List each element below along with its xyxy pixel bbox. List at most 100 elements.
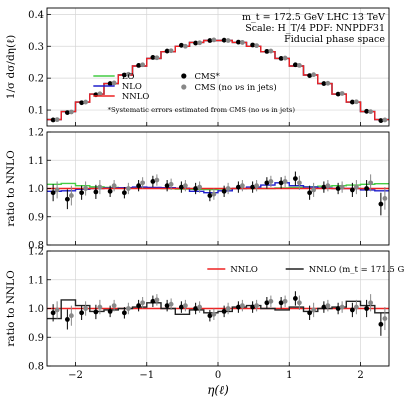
- data-point: [278, 180, 284, 186]
- data-point: [282, 298, 288, 304]
- data-point: [93, 309, 99, 315]
- data-point: [197, 304, 203, 310]
- data-point: [364, 186, 370, 191]
- data-point: [239, 183, 245, 189]
- data-point: [254, 183, 260, 189]
- y-tick-label: 1.0: [28, 184, 44, 195]
- data-point: [264, 300, 270, 306]
- data-point: [239, 303, 245, 309]
- data-point: [282, 55, 288, 61]
- data-point: [235, 304, 241, 310]
- data-point: [68, 109, 74, 115]
- data-point: [136, 63, 142, 68]
- series-top-4: [54, 37, 388, 123]
- data-point: [150, 298, 156, 304]
- x-axis-label: η(ℓ): [207, 383, 229, 397]
- data-point: [54, 307, 60, 313]
- legend-label: CMS*: [194, 72, 220, 82]
- data-point: [225, 186, 231, 191]
- data-point: [264, 48, 270, 54]
- data-point: [353, 184, 359, 190]
- legend-label: CMS (no νs in jets): [194, 82, 276, 93]
- data-point: [50, 310, 56, 316]
- data-point: [125, 186, 131, 191]
- y-axis-label: 1/σ dσ/dη(ℓ): [5, 35, 17, 99]
- legend-label: LO: [122, 72, 135, 82]
- data-point: [83, 99, 89, 105]
- step-line: [47, 39, 389, 121]
- x-tick-label: −1: [139, 370, 154, 381]
- y-tick-label: 1.1: [28, 275, 44, 286]
- data-point: [83, 306, 89, 311]
- legend-marker: [181, 73, 187, 79]
- data-point: [339, 91, 345, 96]
- data-point: [250, 304, 256, 310]
- data-point: [178, 184, 184, 190]
- data-point: [382, 195, 388, 201]
- data-point: [335, 186, 341, 191]
- data-point: [292, 296, 298, 301]
- data-point: [64, 110, 70, 116]
- data-point: [182, 183, 188, 189]
- legend-label: NLO: [122, 82, 142, 92]
- data-point: [207, 38, 213, 43]
- data-point: [111, 183, 117, 189]
- data-point: [136, 183, 142, 189]
- data-point: [235, 39, 241, 45]
- panel-middle: 0.8 0.9 1.0 1.1 1.2 ratio to NNLO: [5, 128, 390, 252]
- step-line: [47, 299, 389, 320]
- data-point: [197, 184, 203, 190]
- data-point: [68, 313, 74, 319]
- data-point: [168, 301, 174, 307]
- data-point: [321, 184, 327, 190]
- panel-bottom: 0.8 0.9 1.0 1.1 1.2 −2 −1 0 1 2 ratio to NNLO: [5, 247, 390, 381]
- data-point: [296, 300, 302, 306]
- series-middle-4: [54, 174, 388, 210]
- annotation: Fiducial phase space: [284, 34, 385, 45]
- step-line: [47, 182, 389, 191]
- data-point: [121, 310, 127, 316]
- data-point: [211, 311, 217, 317]
- data-point: [140, 300, 146, 306]
- y-tick-label: 0.2: [28, 74, 44, 85]
- data-point: [125, 71, 131, 77]
- data-point: [292, 176, 298, 182]
- data-point: [364, 306, 370, 311]
- data-point: [182, 303, 188, 309]
- x-tick-label: −2: [68, 370, 83, 381]
- data-point: [250, 184, 256, 190]
- data-point: [211, 191, 217, 197]
- annotation: Scale: H_T/4 PDF: NNPDF31: [245, 23, 385, 34]
- data-point: [150, 179, 156, 184]
- data-point: [154, 177, 160, 183]
- data-point: [325, 183, 331, 189]
- data-point: [178, 42, 184, 48]
- x-tick-label: 1: [286, 370, 292, 381]
- series-middle-3: [50, 171, 384, 216]
- data-point: [353, 304, 359, 310]
- data-point: [93, 189, 99, 195]
- data-point: [97, 184, 103, 190]
- data-point: [225, 306, 231, 311]
- y-axis-label: ratio to NNLO: [5, 150, 17, 227]
- grid-top: [47, 8, 389, 126]
- data-point: [368, 109, 374, 115]
- y-tick-label: 0.8: [28, 362, 44, 373]
- data-point: [178, 304, 184, 310]
- data-point: [111, 303, 117, 309]
- data-point: [378, 118, 384, 123]
- data-point: [335, 91, 341, 97]
- y-tick-label: 0.3: [28, 42, 44, 53]
- data-point: [378, 201, 384, 207]
- data-point: [268, 179, 274, 184]
- data-point: [97, 304, 103, 310]
- legend-label: NNLO (m_t = 171.5 GeV): [309, 264, 404, 275]
- data-point: [182, 43, 188, 49]
- data-point: [268, 48, 274, 54]
- data-point: [364, 108, 370, 114]
- y-tick-label: 1.1: [28, 156, 44, 167]
- data-point: [107, 308, 113, 314]
- data-point: [79, 190, 85, 196]
- data-point: [282, 179, 288, 184]
- data-point: [197, 40, 203, 46]
